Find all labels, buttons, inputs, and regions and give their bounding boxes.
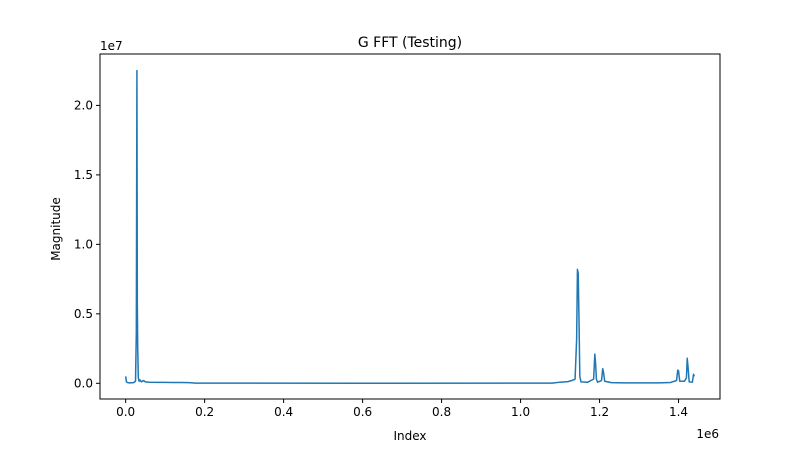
series-line-0	[124, 69, 696, 384]
y-axis-label: Magnitude	[49, 197, 63, 261]
y-tick-label: 1.0	[74, 237, 93, 251]
x-tick-label: 1.2	[590, 405, 609, 419]
x-tick-label: 0.4	[274, 405, 293, 419]
y-tick-label: 0.0	[74, 376, 93, 390]
x-tick-label: 0.6	[353, 405, 372, 419]
x-tick-label: 1.4	[669, 405, 688, 419]
x-tick-label: 0.2	[195, 405, 214, 419]
x-tick-label: 0.8	[432, 405, 451, 419]
plot-frame	[99, 53, 721, 400]
x-offset-label: 1e6	[696, 427, 719, 441]
x-tick-label: 0.0	[116, 405, 135, 419]
y-tick-label: 2.0	[74, 98, 93, 112]
y-tick-label: 1.5	[74, 168, 93, 182]
y-tick-label: 0.5	[74, 307, 93, 321]
x-axis-label: Index	[393, 429, 426, 443]
x-tick-label: 1.0	[511, 405, 530, 419]
chart-title: G FFT (Testing)	[358, 35, 462, 51]
y-offset-label: 1e7	[100, 39, 123, 53]
